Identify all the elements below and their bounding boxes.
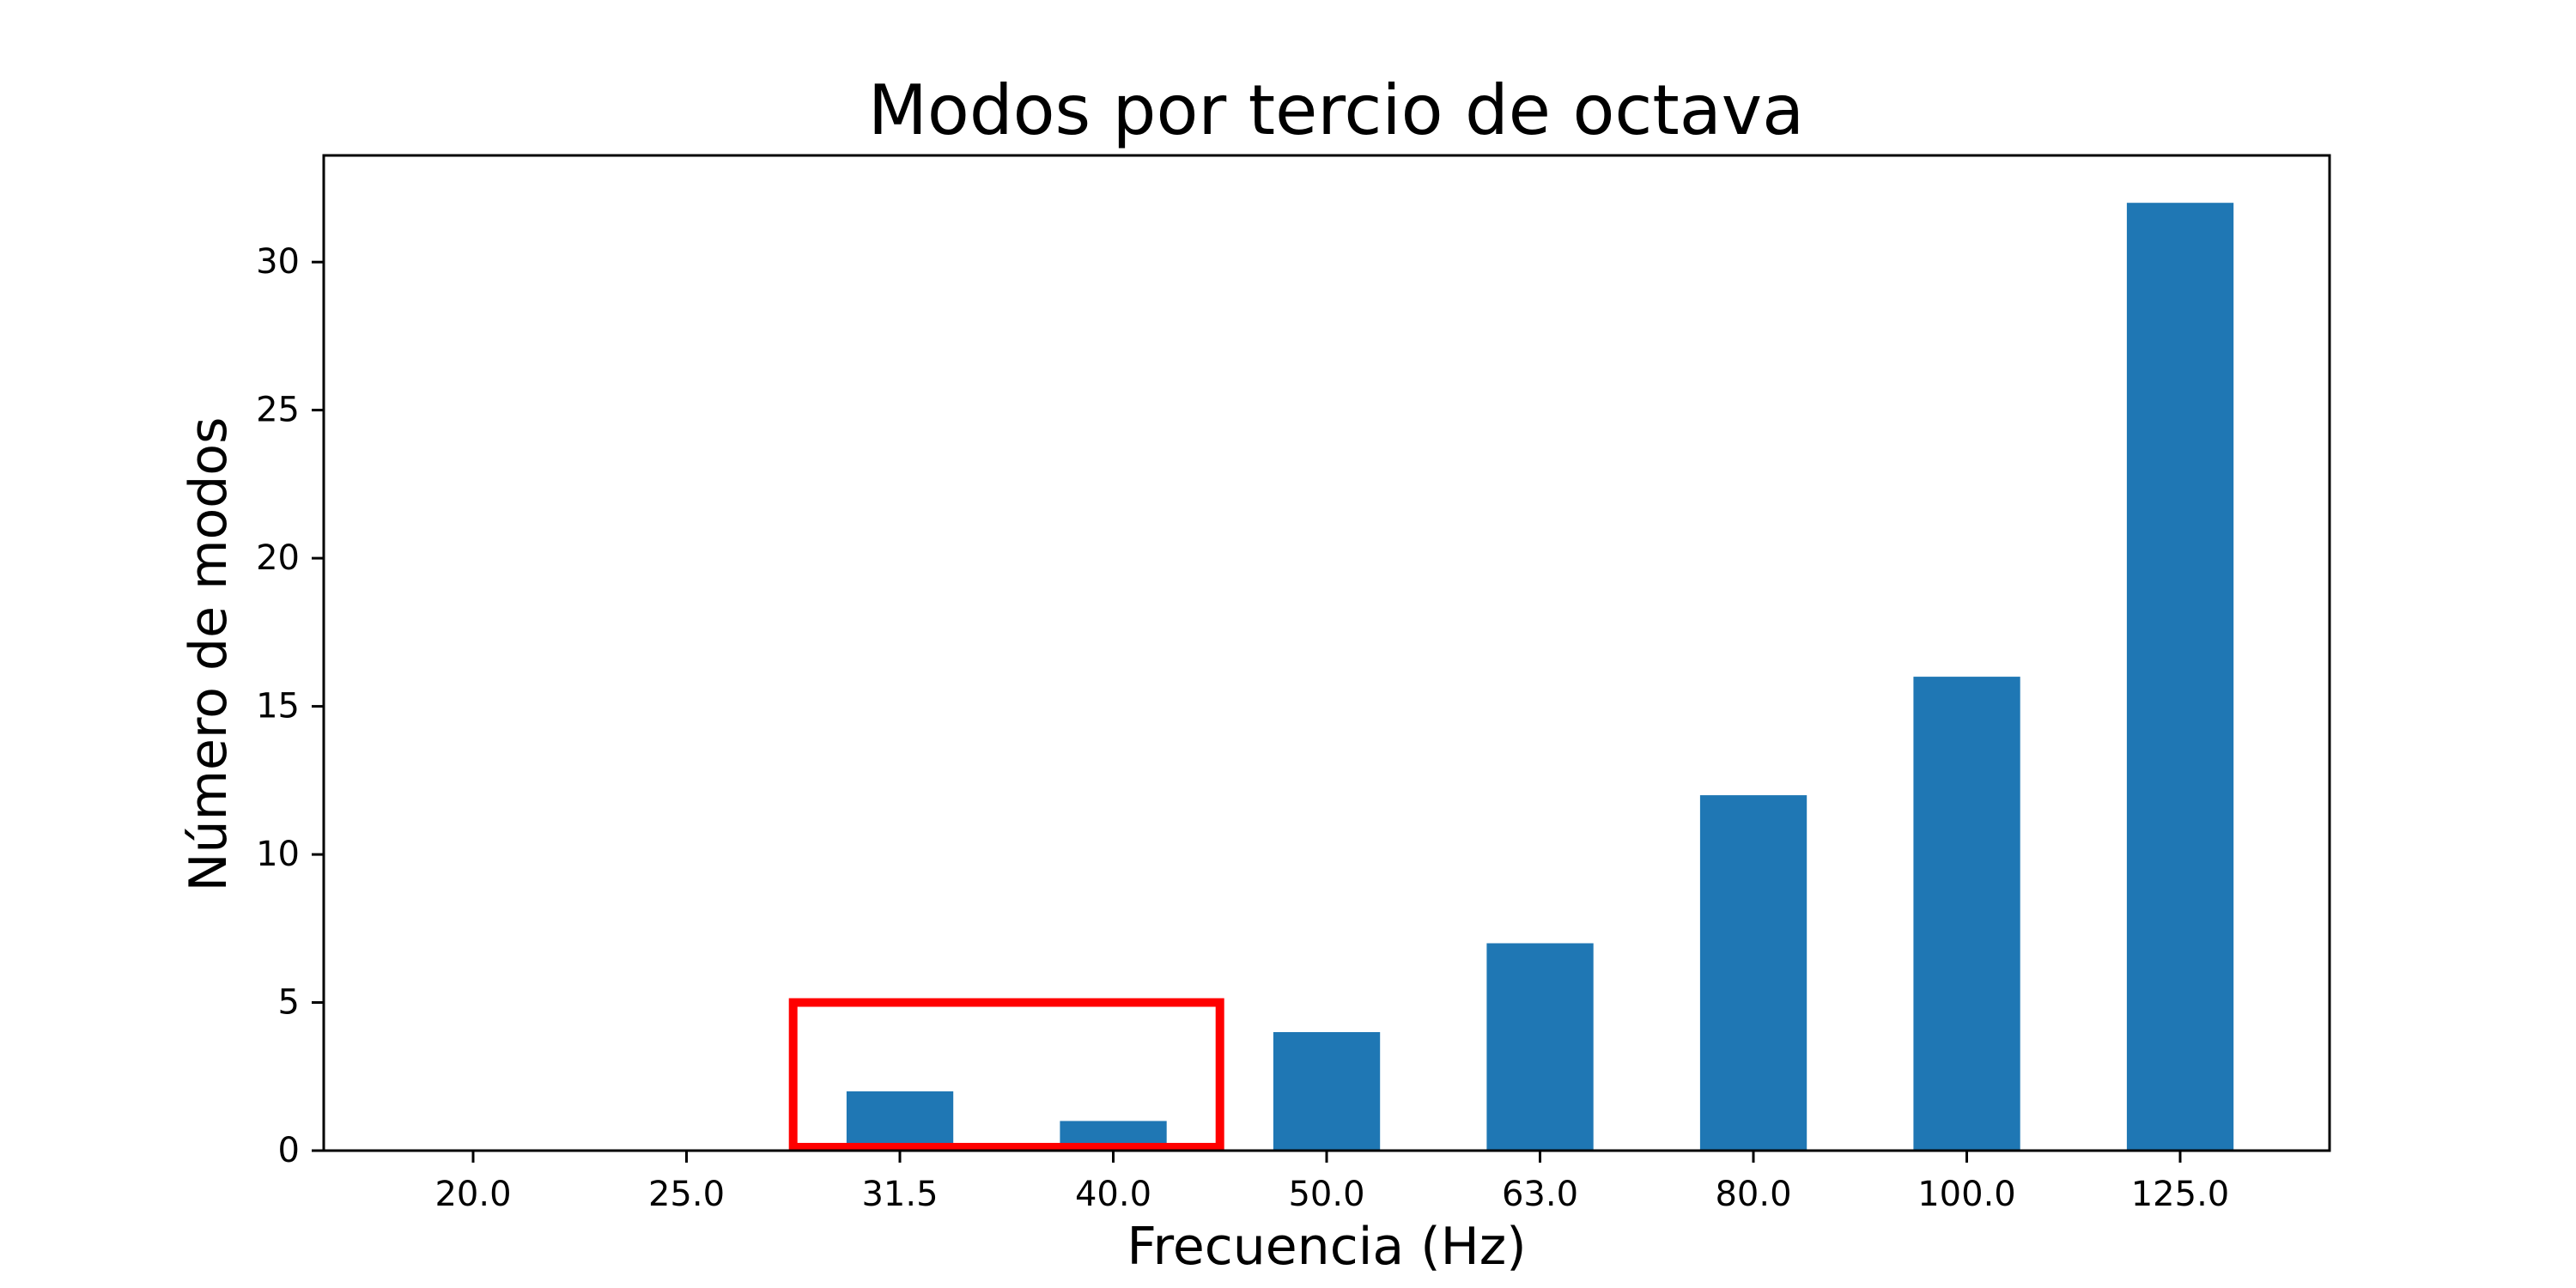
bar-125.0 [2126, 203, 2234, 1151]
x-axis-label: Frecuencia (Hz) [1127, 1217, 1526, 1277]
y-tick-label: 15 [256, 687, 300, 726]
bars-group [846, 203, 2234, 1151]
x-axis: 20.0 25.0 31.5 40.0 50.0 63.0 80.0 100.0 125.0 [434, 1151, 2229, 1214]
x-tick-label: 100.0 [1917, 1175, 2016, 1214]
highlight-box [788, 998, 1224, 1151]
y-tick-label: 20 [256, 538, 300, 578]
y-tick-label: 5 [278, 983, 300, 1023]
y-axis-label: Número de modos [179, 417, 239, 892]
bar-63.0 [1486, 943, 1594, 1151]
highlight-group [788, 998, 1224, 1151]
chart-title: Modos por tercio de octava [868, 70, 1804, 150]
x-tick-label: 20.0 [434, 1175, 511, 1214]
y-tick-label: 0 [278, 1131, 300, 1170]
y-axis: 0 5 10 15 20 25 30 [256, 242, 324, 1170]
y-tick-label: 30 [256, 242, 300, 282]
x-tick-label: 31.5 [861, 1175, 938, 1214]
bar-80.0 [1699, 795, 1807, 1151]
plot-frame [322, 154, 2331, 1152]
y-tick-label: 10 [256, 835, 300, 874]
x-tick-label: 25.0 [648, 1175, 725, 1214]
y-tick-label: 25 [256, 391, 300, 430]
x-tick-label: 125.0 [2131, 1175, 2230, 1214]
bar-100.0 [1913, 677, 2020, 1151]
bar-31.5 [846, 1091, 954, 1151]
x-tick-label: 80.0 [1715, 1175, 1791, 1214]
x-tick-label: 50.0 [1288, 1175, 1364, 1214]
x-tick-label: 40.0 [1075, 1175, 1151, 1214]
bar-50.0 [1273, 1032, 1381, 1151]
x-tick-label: 63.0 [1502, 1175, 1578, 1214]
